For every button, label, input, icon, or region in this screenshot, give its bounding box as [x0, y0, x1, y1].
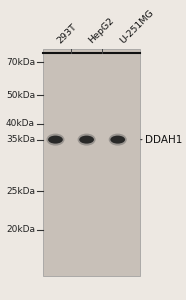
Bar: [43, 50, 140, 276]
Text: 293T: 293T: [55, 22, 79, 45]
Ellipse shape: [109, 134, 127, 146]
Ellipse shape: [48, 136, 63, 144]
Ellipse shape: [79, 136, 94, 144]
Text: 40kDa: 40kDa: [6, 119, 35, 128]
Ellipse shape: [110, 136, 125, 144]
Text: HepG2: HepG2: [87, 16, 116, 45]
Text: 70kDa: 70kDa: [6, 58, 35, 67]
Text: 35kDa: 35kDa: [6, 135, 35, 144]
Text: DDAH1: DDAH1: [141, 135, 182, 145]
Text: 20kDa: 20kDa: [6, 225, 35, 234]
Text: 50kDa: 50kDa: [6, 91, 35, 100]
Text: 25kDa: 25kDa: [6, 187, 35, 196]
Ellipse shape: [46, 134, 65, 146]
Text: U-251MG: U-251MG: [118, 8, 155, 45]
Ellipse shape: [78, 134, 96, 146]
